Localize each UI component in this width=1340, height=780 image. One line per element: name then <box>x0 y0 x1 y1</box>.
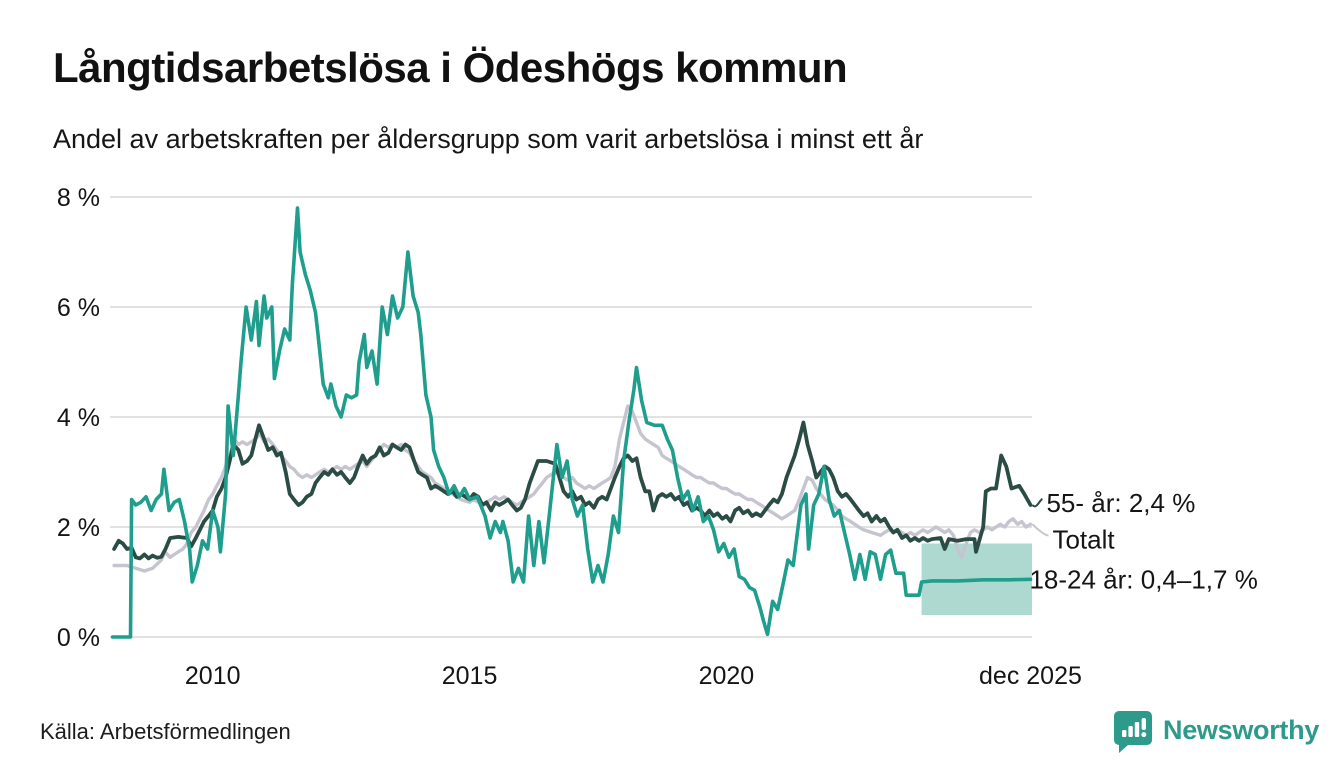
bar-2 <box>1128 726 1133 737</box>
y-axis-tick-label: 4 % <box>57 404 100 432</box>
x-axis-tick-label: 2020 <box>699 662 755 690</box>
newsworthy-logo-text: Newsworthy <box>1163 715 1320 745</box>
series-line-55-r <box>112 420 1033 561</box>
newsworthy-logo-icon <box>1114 711 1152 753</box>
y-axis-tick-label: 2 % <box>57 514 100 542</box>
page-title: Långtidsarbetslösa i Ödeshögs kommun <box>53 44 848 91</box>
series-end-label-totalt: Totalt <box>1052 524 1115 554</box>
series-end-label-18-24-r: 18-24 år: 0,4–1,7 % <box>1029 564 1257 594</box>
y-axis-tick-label: 6 % <box>57 294 100 322</box>
series-line-18-24-r <box>110 206 1033 639</box>
bar-1 <box>1122 730 1127 737</box>
newsworthy-logo[interactable]: Newsworthy <box>1112 708 1319 753</box>
bar-3 <box>1134 722 1140 737</box>
x-axis-tick-label: 2015 <box>442 662 498 690</box>
exclamation-dot <box>1141 732 1147 738</box>
y-axis-tick-label: 0 % <box>57 624 100 652</box>
annotation-connector <box>1031 523 1049 537</box>
x-axis-tick-label: dec 2025 <box>979 662 1082 690</box>
series-line-totalt <box>112 404 1033 573</box>
series-end-label-55-r: 55- år: 2,4 % <box>1046 488 1195 518</box>
source-note: Källa: Arbetsförmedlingen <box>40 719 291 744</box>
annotation-connector <box>1031 498 1044 508</box>
chart-subtitle: Andel av arbetskraften per åldersgrupp s… <box>53 124 924 154</box>
x-axis-tick-label: 2010 <box>185 662 241 690</box>
y-axis-tick-label: 8 % <box>57 184 100 212</box>
speech-bubble-shape <box>1114 711 1152 753</box>
exclamation-stem <box>1141 718 1146 730</box>
